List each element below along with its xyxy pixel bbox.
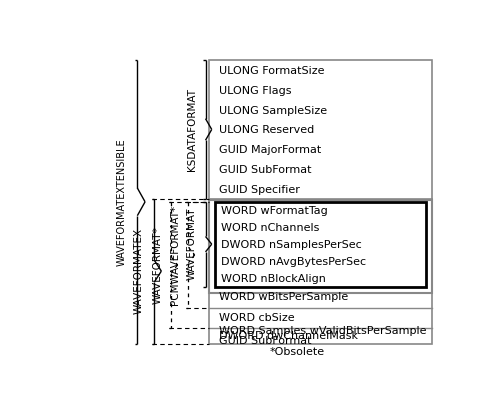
Text: ULONG Flags: ULONG Flags <box>219 86 292 96</box>
Text: DWORD nAvgBytesPerSec: DWORD nAvgBytesPerSec <box>221 257 366 267</box>
Text: WORD Samples.wValidBitsPerSample: WORD Samples.wValidBitsPerSample <box>219 326 427 336</box>
Text: ULONG FormatSize: ULONG FormatSize <box>219 66 325 76</box>
Text: ULONG SampleSize: ULONG SampleSize <box>219 106 327 116</box>
Text: GUID MajorFormat: GUID MajorFormat <box>219 145 322 155</box>
Text: KSDATAFORMAT: KSDATAFORMAT <box>187 88 196 171</box>
Text: WAVEFORMAT: WAVEFORMAT <box>187 208 196 280</box>
Text: ULONG Reserved: ULONG Reserved <box>219 126 315 135</box>
Text: WAVEFORMATEX: WAVEFORMATEX <box>134 228 144 314</box>
Text: GUID SubFormat: GUID SubFormat <box>219 336 312 346</box>
Text: DWORD dwChannelMask: DWORD dwChannelMask <box>219 331 358 341</box>
Text: WORD nChannels: WORD nChannels <box>221 223 320 233</box>
Text: WORD wFormatTag: WORD wFormatTag <box>221 206 328 216</box>
Text: WORD cbSize: WORD cbSize <box>219 313 295 323</box>
Bar <box>209 200 432 293</box>
Text: GUID SubFormat: GUID SubFormat <box>219 165 312 175</box>
Text: WORD wBitsPerSample: WORD wBitsPerSample <box>219 292 349 302</box>
Text: GUID Specifier: GUID Specifier <box>219 185 300 195</box>
Text: DWORD nSamplesPerSec: DWORD nSamplesPerSec <box>221 240 362 250</box>
Text: PCMWAVEFORMAT*: PCMWAVEFORMAT* <box>169 205 180 305</box>
Text: *Obsolete: *Obsolete <box>270 347 325 356</box>
Text: WAVEFORMATEXTENSIBLE: WAVEFORMATEXTENSIBLE <box>117 138 127 266</box>
Text: WORD nBlockAlign: WORD nBlockAlign <box>221 274 326 284</box>
Bar <box>215 202 426 286</box>
Text: WAVEFORMAT*: WAVEFORMAT* <box>153 226 163 304</box>
Bar <box>209 60 432 343</box>
